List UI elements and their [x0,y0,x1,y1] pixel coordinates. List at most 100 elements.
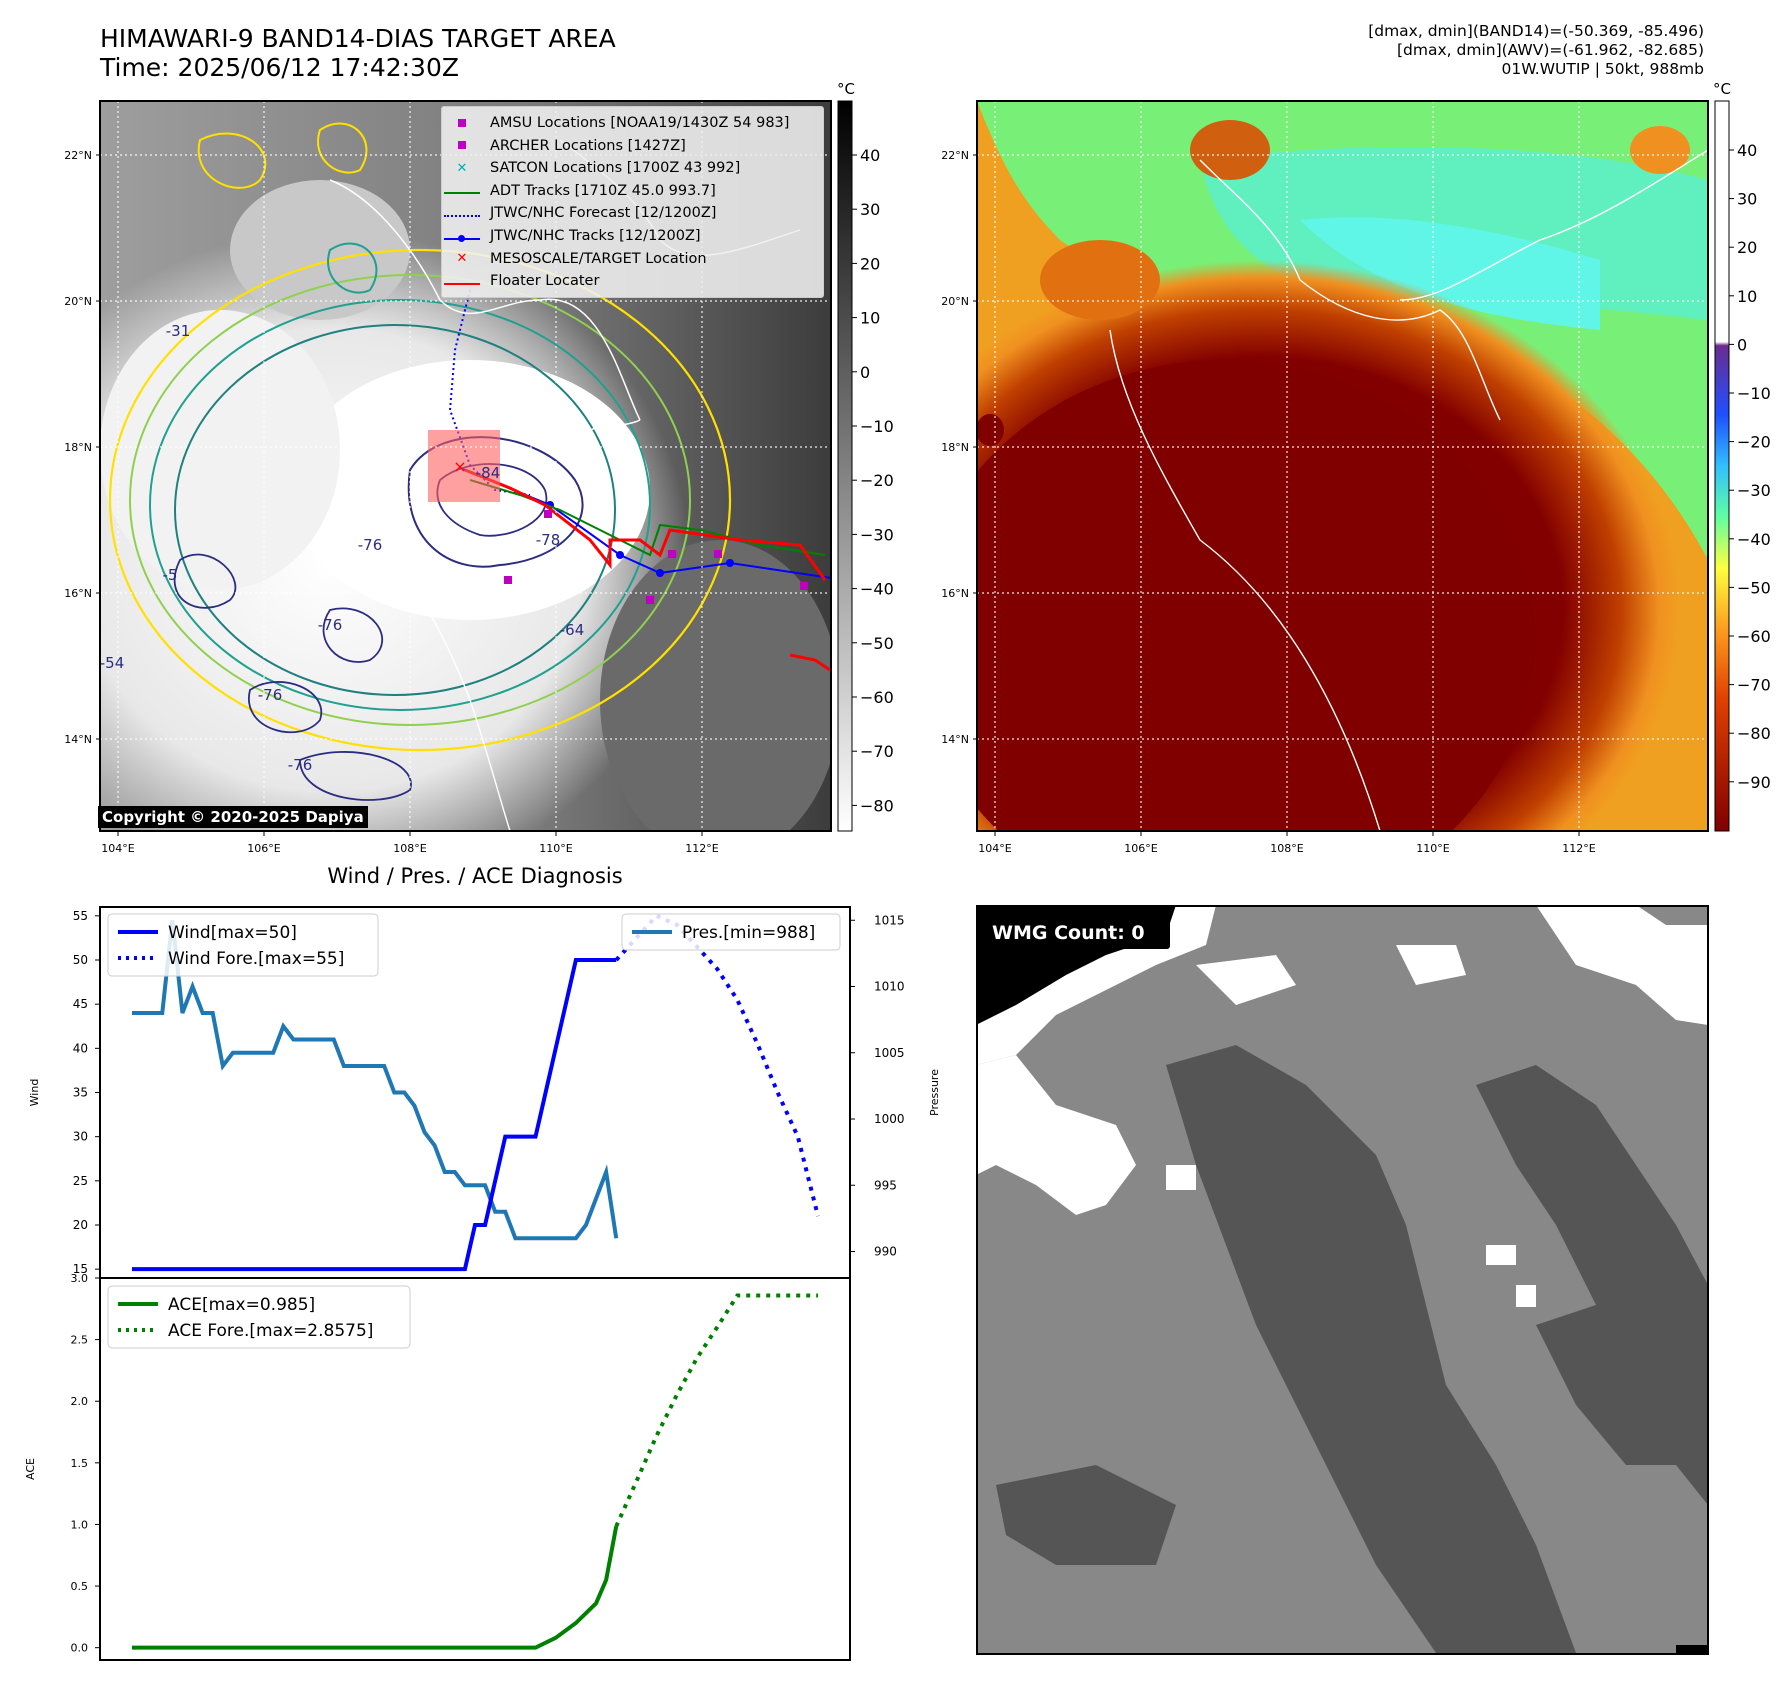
title-line-1: HIMAWARI-9 BAND14-DIAS TARGET AREA [100,24,616,53]
pressure-axis-label: Pressure [928,1069,941,1116]
colorbar-awv [1714,100,1730,832]
legend-label: AMSU Locations [NOAA19/1430Z 54 983] [490,115,790,131]
legend-entry: Wind Fore.[max=55] [168,949,344,969]
legend-label: MESOSCALE/TARGET Location [490,250,707,267]
wind-tick-label: 15 [73,1262,88,1276]
lat-tick-label: 20°N [64,295,92,308]
wind-line [132,958,617,1272]
colorbar-gray-tick: 20 [860,254,880,273]
colorbar-awv-tick: 0 [1737,335,1747,354]
colorbar-gray-tick: 0 [860,363,870,382]
colorbar-awv-tick: −60 [1737,627,1771,646]
legend-swatch-icon [442,229,482,244]
wmg-panel: WMG Count: 0 [976,905,1709,1655]
pressure-tick-label: 1005 [874,1046,905,1060]
lat-tick-label: 22°N [941,149,969,162]
legend-item: ADT Tracks [1710Z 45.0 993.7] [442,180,716,202]
colorbar-awv-tick: −90 [1737,773,1771,792]
chart-legend: Wind[max=50] Wind Fore.[max=55] [107,913,379,977]
lat-tick-label: 14°N [941,733,969,746]
pressure-tick-label: 995 [874,1178,897,1192]
pressure-tick-label: 1015 [874,913,905,927]
colorbar-gray-tick: −40 [860,580,894,599]
diagnosis-title: Wind / Pres. / ACE Diagnosis [327,864,623,888]
map-axis-ticks: 22°N 22°N 20°N 20°N 18°N 18°N 16°N 16°N 14°N 14°N… [64,149,1596,855]
legend-swatch-icon [442,116,482,131]
contour-label: -78 [536,531,561,549]
legend-label: SATCON Locations [1700Z 43 992] [490,160,741,177]
contour-labels: -76 -76 -76 -76 -78 -64 -84 -54 -31 -5 [100,322,585,774]
colorbar-awv-unit: °C [1713,80,1731,98]
legend-swatch-icon [442,138,482,153]
colorbar-awv-tick: −80 [1737,724,1771,743]
ace-tick-label: 2.5 [71,1334,89,1347]
wind-tick-label: 35 [73,1086,88,1100]
lon-tick-label: 108°E [1270,842,1303,855]
map-legend: AMSU Locations [NOAA19/1430Z 54 983] ARCH… [441,106,824,298]
legend-label: JTWC/NHC Tracks [12/1200Z] [490,228,701,244]
lon-tick-label: 108°E [393,842,426,855]
colorbar-gray-ticks: 40 30 20 10 0 −10 −20 −30 −40 −50 −60 −70 −80 [852,146,894,815]
lat-tick-label: 18°N [64,441,92,454]
contour-label: -84 [476,464,501,482]
colorbar-gray-tick: −50 [860,634,894,653]
figure-title: HIMAWARI-9 BAND14-DIAS TARGET AREA Time: … [100,24,616,82]
legend-item: AMSU Locations [NOAA19/1430Z 54 983] [442,112,789,134]
legend-item: ARCHER Locations [1427Z] [442,135,686,157]
legend-swatch-icon [442,206,482,221]
wind-tick-label: 25 [73,1174,88,1188]
colorbar-gray-tick: −60 [860,688,894,707]
lon-tick-label: 106°E [247,842,280,855]
wind-tick-label: 20 [73,1218,88,1232]
wind-tick-label: 50 [73,953,88,967]
wind-tick-label: 45 [73,997,88,1011]
colorbar-awv-tick: 10 [1737,287,1757,306]
svg-text:×: × [453,457,466,476]
ace-forecast-line [614,1293,818,1528]
ace-axis-label: ACE [24,1458,37,1480]
colorbar-gray-tick: 40 [860,146,880,165]
lon-tick-label: 112°E [1562,842,1595,855]
storm-info: [dmax, dmin](BAND14)=(-50.369, -85.496) … [1368,22,1704,79]
ace-tick-label: 0.0 [71,1642,89,1655]
colorbar-gray-tick: −70 [860,742,894,761]
colorbar-gray-tick: 10 [860,309,880,328]
legend-entry: Wind[max=50] [168,923,297,943]
ir-image: × [100,101,831,831]
legend-swatch-icon: ✕ [456,251,468,267]
info-line-2: [dmax, dmin](AWV)=(-61.962, -82.685) [1397,41,1704,59]
legend-swatch-icon [442,183,482,198]
contour-label: -54 [100,654,125,672]
legend-entry: ACE Fore.[max=2.8575] [168,1321,373,1341]
legend-item: JTWC/NHC Tracks [12/1200Z] [442,225,701,247]
contour-label: -31 [166,322,191,340]
lon-tick-label: 106°E [1124,842,1157,855]
colorbar-gray-tick: −80 [860,796,894,815]
wind-forecast-line [614,913,820,1217]
info-line-1: [dmax, dmin](BAND14)=(-50.369, -85.496) [1368,22,1704,40]
colorbar-awv-tick: 30 [1737,190,1757,209]
legend-label: ADT Tracks [1710Z 45.0 993.7] [490,182,716,199]
pressure-tick-label: 990 [874,1245,897,1259]
contour-label: -64 [560,621,585,639]
colorbar-awv-tick: −40 [1737,530,1771,549]
colorbar-awv-tick: 20 [1737,238,1757,257]
contour-label: -76 [288,756,313,774]
ace-tick-label: 2.0 [71,1395,89,1408]
ace-tick-label: 3.0 [71,1272,89,1285]
title-line-2: Time: 2025/06/12 17:42:30Z [100,53,459,82]
lon-tick-label: 112°E [685,842,718,855]
legend-swatch-icon: ✕ [456,160,468,176]
lon-tick-label: 104°E [978,842,1011,855]
colorbar-awv-ticks: 40 30 20 10 0 −10 −20 −30 −40 −50 −60 −70 −80 −90 [1729,141,1771,792]
colorbar-awv-tick: −70 [1737,676,1771,695]
info-line-3: 01W.WUTIP | 50kt, 988mb [1501,60,1704,78]
wind-tick-label: 40 [73,1041,88,1055]
wind-tick-label: 30 [73,1130,88,1144]
lat-tick-label: 14°N [64,733,92,746]
contour-label: -5 [163,566,178,584]
lon-tick-label: 104°E [101,842,134,855]
lat-tick-label: 22°N [64,149,92,162]
lat-tick-label: 20°N [941,295,969,308]
wind-axis-label: Wind [28,1079,41,1107]
